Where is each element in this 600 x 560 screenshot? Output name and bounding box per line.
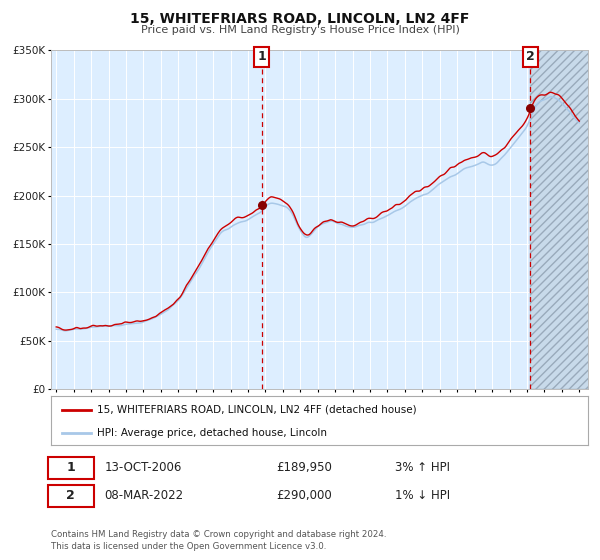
Text: 08-MAR-2022: 08-MAR-2022 [105, 489, 184, 502]
Text: 1: 1 [67, 461, 75, 474]
Text: £189,950: £189,950 [277, 461, 332, 474]
Text: 15, WHITEFRIARS ROAD, LINCOLN, LN2 4FF: 15, WHITEFRIARS ROAD, LINCOLN, LN2 4FF [130, 12, 470, 26]
Text: 13-OCT-2006: 13-OCT-2006 [105, 461, 182, 474]
Text: 2: 2 [526, 50, 535, 63]
Text: 1% ↓ HPI: 1% ↓ HPI [395, 489, 450, 502]
Text: Price paid vs. HM Land Registry's House Price Index (HPI): Price paid vs. HM Land Registry's House … [140, 25, 460, 35]
Text: Contains HM Land Registry data © Crown copyright and database right 2024.: Contains HM Land Registry data © Crown c… [51, 530, 386, 539]
FancyBboxPatch shape [49, 457, 94, 479]
Text: This data is licensed under the Open Government Licence v3.0.: This data is licensed under the Open Gov… [51, 542, 326, 550]
Bar [530, 50, 593, 389]
Text: 1: 1 [257, 50, 266, 63]
FancyBboxPatch shape [49, 485, 94, 507]
Text: 2: 2 [67, 489, 75, 502]
Text: £290,000: £290,000 [277, 489, 332, 502]
Text: 15, WHITEFRIARS ROAD, LINCOLN, LN2 4FF (detached house): 15, WHITEFRIARS ROAD, LINCOLN, LN2 4FF (… [97, 405, 416, 415]
Text: HPI: Average price, detached house, Lincoln: HPI: Average price, detached house, Linc… [97, 428, 326, 438]
Bar [530, 50, 593, 389]
Text: 3% ↑ HPI: 3% ↑ HPI [395, 461, 449, 474]
